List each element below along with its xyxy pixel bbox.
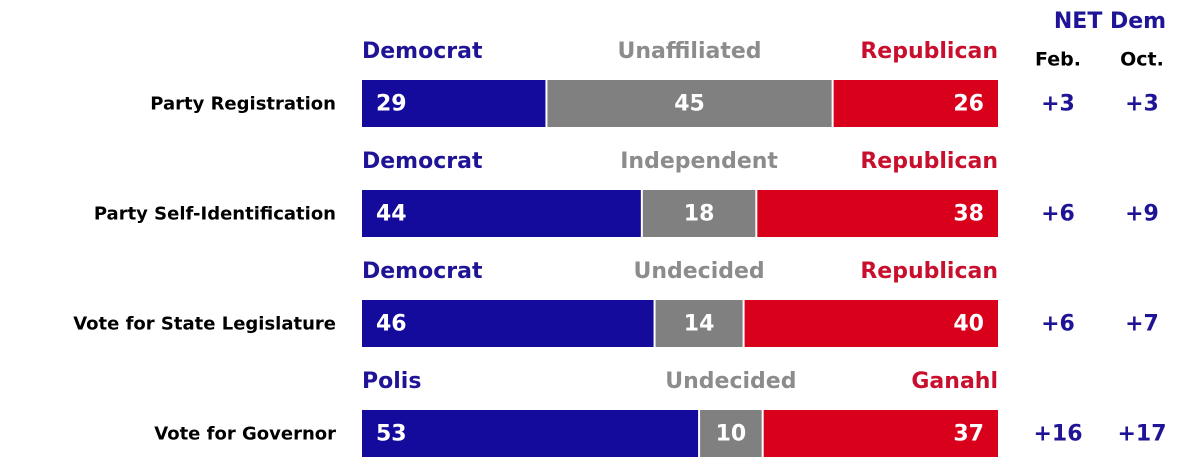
net-value: +3: [1125, 92, 1159, 117]
value-label: 29: [376, 92, 407, 117]
bar-segment: [833, 80, 998, 127]
value-label: 14: [684, 312, 715, 337]
net-value: +3: [1041, 92, 1075, 117]
bar-segment: [362, 410, 699, 457]
net-value: +6: [1041, 312, 1075, 337]
segment-label: Republican: [860, 259, 998, 284]
bar-segment: [547, 80, 832, 127]
segment-label: Unaffiliated: [618, 39, 762, 64]
row-label: Party Self-Identification: [94, 204, 336, 225]
value-label: 38: [953, 202, 984, 227]
value-label: 40: [953, 312, 984, 337]
segment-label: Republican: [860, 149, 998, 174]
value-label: 10: [716, 422, 747, 447]
segment-label: Ganahl: [911, 369, 998, 394]
segment-label: Independent: [620, 149, 778, 174]
net-value: +6: [1041, 202, 1075, 227]
segment-label: Undecided: [633, 259, 764, 284]
bar-segment: [655, 300, 743, 347]
value-label: 18: [684, 202, 715, 227]
segment-label: Democrat: [362, 39, 483, 64]
bar-segment: [763, 410, 998, 457]
net-value: +16: [1033, 422, 1082, 447]
net-value: +17: [1117, 422, 1166, 447]
value-label: 44: [376, 202, 407, 227]
net-column-header: Oct.: [1120, 49, 1164, 71]
value-label: 53: [376, 422, 407, 447]
value-label: 37: [953, 422, 984, 447]
segment-label: Democrat: [362, 149, 483, 174]
segment-label: Undecided: [665, 369, 796, 394]
row-label: Vote for State Legislature: [73, 314, 336, 335]
segment-label: Republican: [860, 39, 998, 64]
bar-segment: [362, 300, 654, 347]
bar-segment: [700, 410, 762, 457]
net-value: +9: [1125, 202, 1159, 227]
bar-segment: [757, 190, 998, 237]
value-label: 46: [376, 312, 407, 337]
value-label: 26: [953, 92, 984, 117]
bar-segment: [744, 300, 998, 347]
row-label: Party Registration: [150, 94, 336, 115]
bar-segment: [642, 190, 756, 237]
bar-segment: [362, 190, 641, 237]
segment-label: Polis: [362, 369, 421, 394]
bar-segment: [362, 80, 546, 127]
segment-label: Democrat: [362, 259, 483, 284]
net-value: +7: [1125, 312, 1159, 337]
net-column-header: Feb.: [1035, 49, 1081, 71]
row-label: Vote for Governor: [154, 424, 336, 445]
net-title: NET Dem: [1054, 9, 1166, 34]
value-label: 45: [674, 92, 705, 117]
